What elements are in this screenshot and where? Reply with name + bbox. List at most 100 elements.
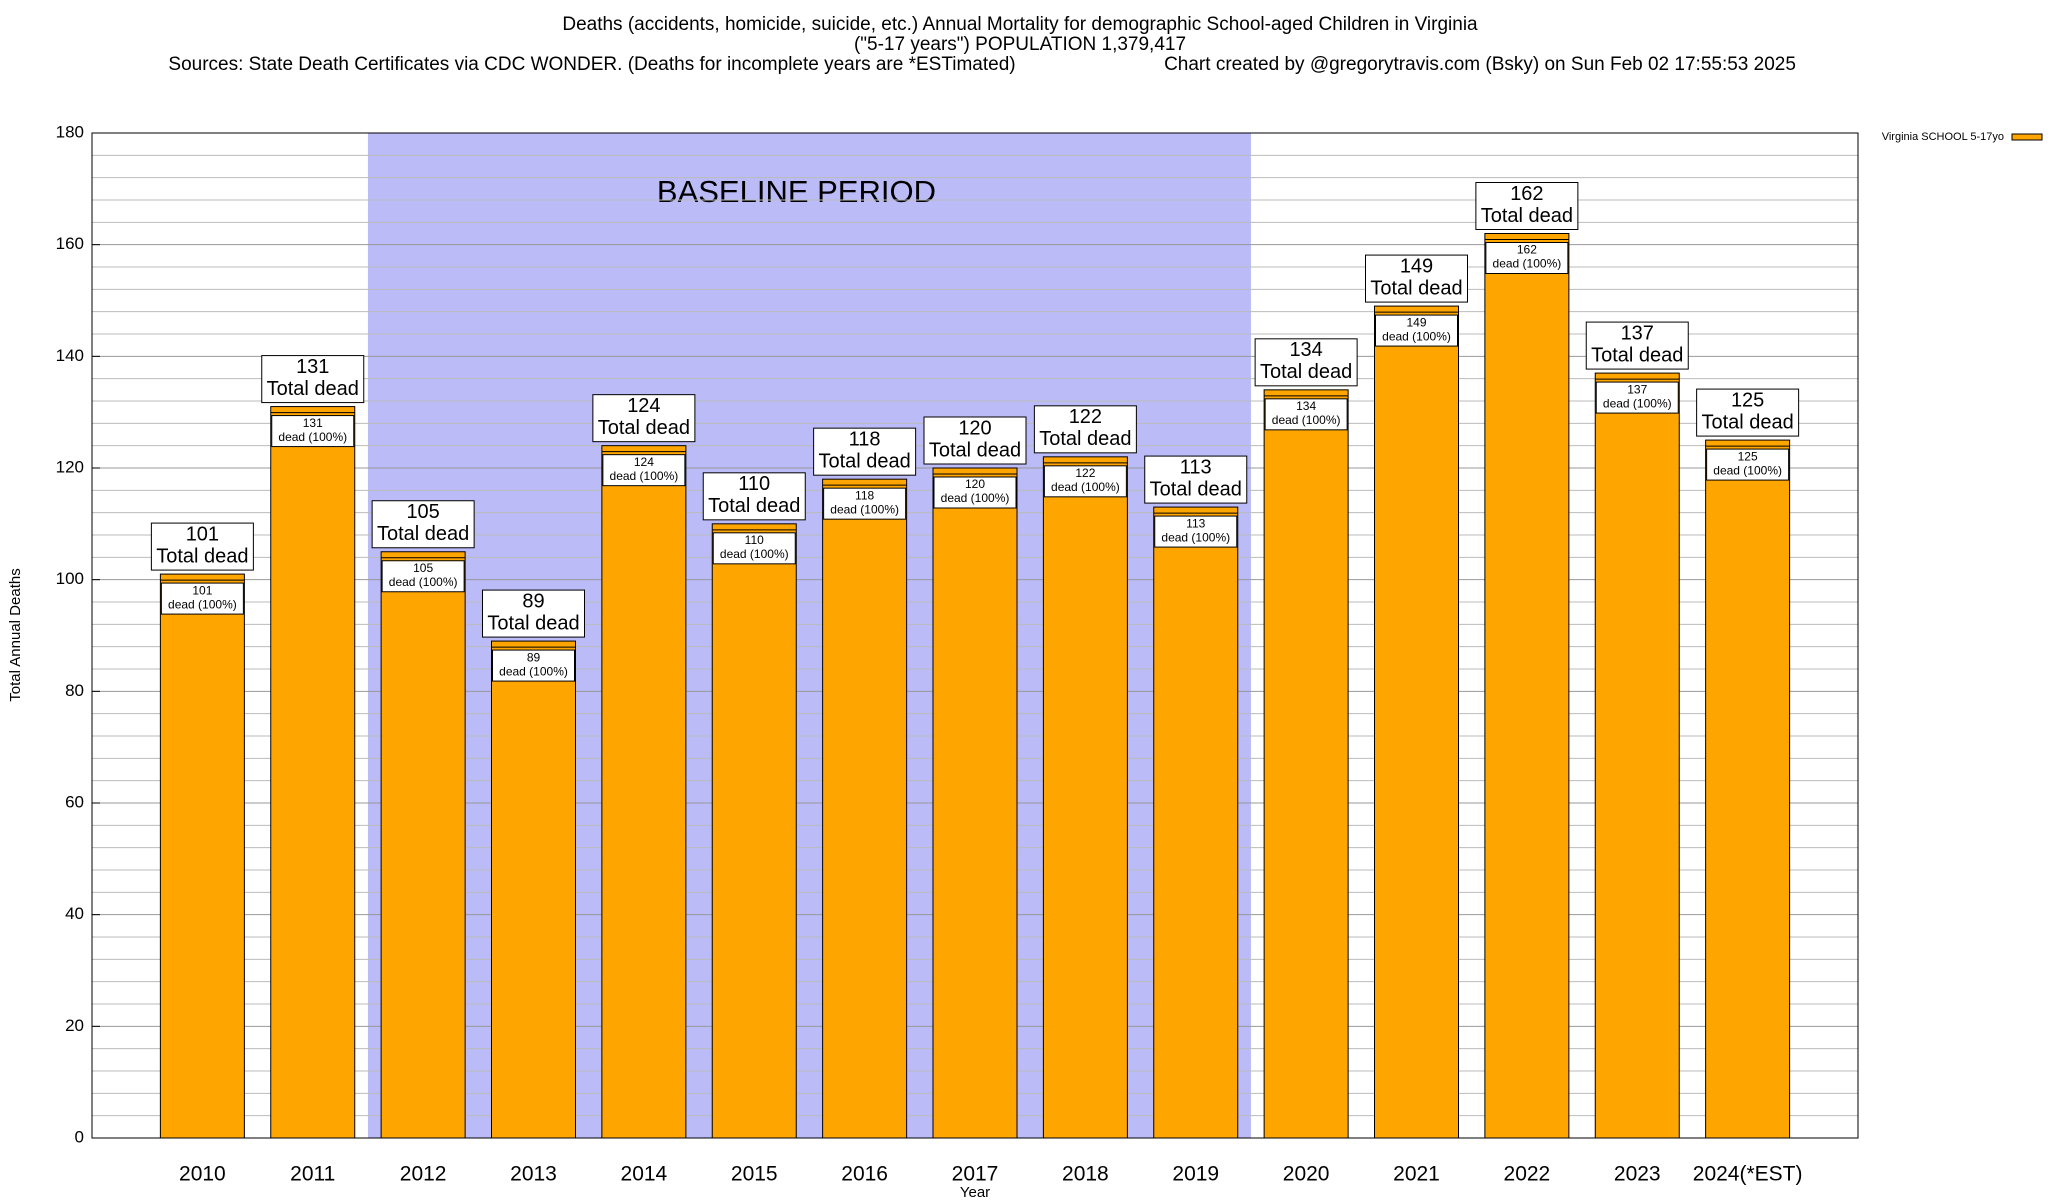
- total-label-box: [1365, 254, 1468, 303]
- legend-swatch: [2011, 133, 2043, 141]
- sources: Sources: State Death Certificates via CD…: [168, 54, 1015, 75]
- legend-label: Virginia SCHOOL 5-17yo: [1882, 131, 2004, 143]
- segment-label: dead (100%): [610, 469, 679, 483]
- segment-label: dead (100%): [1051, 480, 1120, 494]
- total-value: 162: [1510, 183, 1543, 205]
- x-tick-label: 2013: [510, 1163, 557, 1186]
- y-tick-label: 40: [65, 904, 84, 923]
- y-tick-label: 0: [75, 1127, 84, 1146]
- segment-value: 137: [1627, 382, 1647, 396]
- segment-label: dead (100%): [499, 664, 568, 678]
- y-axis-label: Total Annual Deaths: [7, 568, 24, 701]
- total-value: 101: [186, 523, 219, 545]
- x-tick-label: 2024(*EST): [1693, 1163, 1803, 1186]
- y-tick-label: 180: [56, 122, 84, 141]
- segment-value: 122: [1075, 466, 1095, 480]
- segment-label-box: [160, 582, 244, 615]
- segment-label: dead (100%): [720, 547, 789, 561]
- total-label: Total dead: [1370, 277, 1462, 299]
- segment-label: dead (100%): [1382, 329, 1451, 343]
- bar: [1374, 305, 1459, 1139]
- segment-value: 149: [1406, 315, 1426, 329]
- x-tick-label: 2023: [1614, 1163, 1661, 1186]
- y-tick-label: 140: [56, 346, 84, 365]
- total-value: 149: [1400, 255, 1433, 277]
- segment-label-box: [1375, 314, 1458, 347]
- total-label: Total dead: [1039, 428, 1131, 450]
- total-value: 131: [296, 356, 329, 378]
- y-tick-label: 20: [65, 1016, 84, 1035]
- segment-label-box: [1264, 398, 1348, 431]
- x-tick-label: 2016: [841, 1163, 888, 1186]
- total-label-box: [1033, 405, 1137, 454]
- segment-label: dead (100%): [830, 502, 899, 516]
- segment-label: dead (100%): [1272, 413, 1341, 427]
- bar: [270, 406, 356, 1139]
- total-value: 89: [522, 590, 544, 612]
- total-value: 118: [849, 428, 881, 450]
- segment-value: 110: [745, 533, 764, 547]
- total-label-box: [482, 589, 585, 638]
- segment-label: dead (100%): [1161, 530, 1230, 544]
- total-label: Total dead: [156, 545, 248, 567]
- bar: [1705, 439, 1791, 1139]
- segment-label: dead (100%): [1713, 463, 1782, 477]
- y-tick-label: 100: [56, 569, 84, 588]
- x-tick-label: 2020: [1283, 1163, 1330, 1186]
- segment-label-box: [1595, 381, 1679, 414]
- total-label-box: [150, 522, 254, 571]
- total-label-box: [813, 427, 917, 476]
- bar: [1042, 456, 1128, 1139]
- total-value: 134: [1289, 339, 1322, 361]
- total-value: 122: [1069, 406, 1102, 428]
- x-tick-label: 2011: [290, 1163, 335, 1186]
- segment-label: dead (100%): [941, 491, 1010, 505]
- segment-label-box: [933, 476, 1017, 509]
- segment-value: 120: [965, 477, 985, 491]
- segment-label: dead (100%): [389, 575, 458, 589]
- segment-label-box: [492, 649, 575, 682]
- segment-label: dead (100%): [168, 597, 237, 611]
- total-value: 124: [627, 395, 660, 417]
- x-tick-label: 2012: [400, 1163, 447, 1186]
- total-label: Total dead: [708, 495, 800, 517]
- segment-value: 113: [1186, 516, 1205, 530]
- x-tick-label: 2019: [1172, 1163, 1219, 1186]
- x-tick-label: 2015: [731, 1163, 778, 1186]
- total-label: Total dead: [598, 417, 690, 439]
- x-tick-label: 2021: [1393, 1163, 1440, 1186]
- bar: [491, 640, 576, 1139]
- segment-value: 118: [855, 488, 874, 502]
- segment-value: 162: [1517, 243, 1537, 257]
- bar: [380, 551, 466, 1139]
- total-label: Total dead: [1260, 361, 1352, 383]
- bar: [601, 445, 687, 1139]
- segment-label-box: [602, 454, 686, 487]
- total-label-box: [923, 416, 1027, 465]
- total-label: Total dead: [1701, 411, 1793, 433]
- y-tick-label: 80: [65, 681, 84, 700]
- total-label: Total dead: [929, 439, 1021, 461]
- segment-label-box: [271, 415, 355, 448]
- segment-label-box: [1154, 515, 1238, 548]
- x-axis-label: Year: [960, 1184, 990, 1200]
- segment-label: dead (100%): [1603, 396, 1672, 410]
- segment-label: dead (100%): [278, 430, 347, 444]
- total-value: 125: [1731, 389, 1764, 411]
- y-tick-label: 60: [65, 792, 84, 811]
- total-value: 110: [738, 473, 770, 495]
- credit: Chart created by @gregorytravis.com (Bsk…: [1164, 54, 1796, 75]
- total-value: 113: [1180, 456, 1212, 478]
- chart-title: Deaths (accidents, homicide, suicide, et…: [562, 14, 1478, 35]
- total-label-box: [1585, 321, 1689, 370]
- total-label-box: [1475, 182, 1579, 230]
- total-label-box: [1144, 455, 1248, 504]
- x-tick-label: 2017: [952, 1163, 999, 1186]
- bar: [1484, 233, 1570, 1139]
- segment-label: dead (100%): [1493, 257, 1562, 271]
- segment-value: 125: [1738, 449, 1758, 463]
- segment-value: 89: [527, 650, 541, 664]
- segment-value: 131: [303, 416, 323, 430]
- segment-value: 124: [634, 455, 654, 469]
